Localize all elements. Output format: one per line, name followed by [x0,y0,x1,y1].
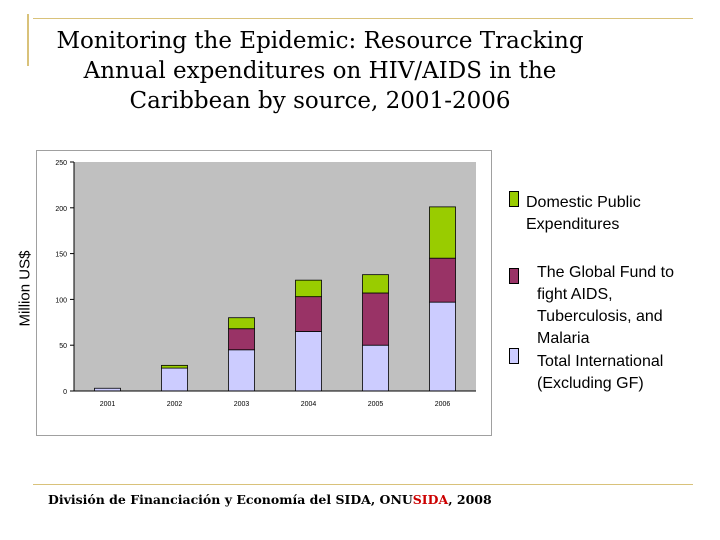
slide-title: Monitoring the Epidemic: Resource Tracki… [30,26,610,116]
x-tick-label: 2006 [435,401,451,408]
x-tick-label: 2002 [167,401,183,408]
decorative-bottom-rule [33,484,693,485]
bar-segment [362,344,389,392]
bar-segment [295,296,322,332]
title-line-2: Annual expenditures on HIV/AIDS in the [83,58,557,84]
decorative-top-rule [33,18,693,19]
bar-segment [362,292,389,346]
x-tick-label: 2001 [100,401,116,408]
y-tick-label: 100 [55,297,67,304]
y-axis-label: Million US$ [16,250,34,327]
y-tick-label: 50 [59,343,67,350]
legend-label-domestic: Domestic Public Expenditures [526,194,641,233]
bar-segment [429,206,456,259]
bar-segment [228,328,255,351]
legend-swatch-global-fund [509,268,519,284]
bar-segment [228,317,255,330]
bar-segment [161,364,188,369]
plot-area [74,162,476,391]
y-tick-label: 0 [63,389,67,396]
title-line-1: Monitoring the Epidemic: Resource Tracki… [56,28,584,54]
chart-frame [36,150,492,436]
source-prefix: División de Financiación y Economía del … [48,492,413,507]
legend-swatch-international [509,348,519,364]
title-line-3: Caribbean by source, 2001-2006 [129,88,511,114]
bar-segment [295,279,322,298]
bar-segment [295,331,322,392]
bar-segment [429,301,456,392]
bar-segment [228,349,255,392]
bar-segment [161,367,188,392]
y-tick-label: 150 [55,252,67,259]
source-citation: División de Financiación y Economía del … [48,492,492,507]
bar-segment [362,274,389,294]
y-tick-label: 250 [55,160,67,167]
x-tick-label: 2003 [234,401,250,408]
legend-label-international: Total International (Excluding GF) [537,353,664,392]
source-highlight: SIDA [412,492,449,507]
x-tick-label: 2005 [368,401,384,408]
x-tick-label: 2004 [301,401,317,408]
source-suffix: , 2008 [448,492,492,507]
legend-swatch-domestic [509,191,519,207]
bar-segment [429,257,456,303]
legend-label-global-fund: The Global Fund to fight AIDS, Tuberculo… [537,264,674,347]
decorative-vertical-line [27,14,29,66]
y-tick-label: 200 [55,206,67,213]
